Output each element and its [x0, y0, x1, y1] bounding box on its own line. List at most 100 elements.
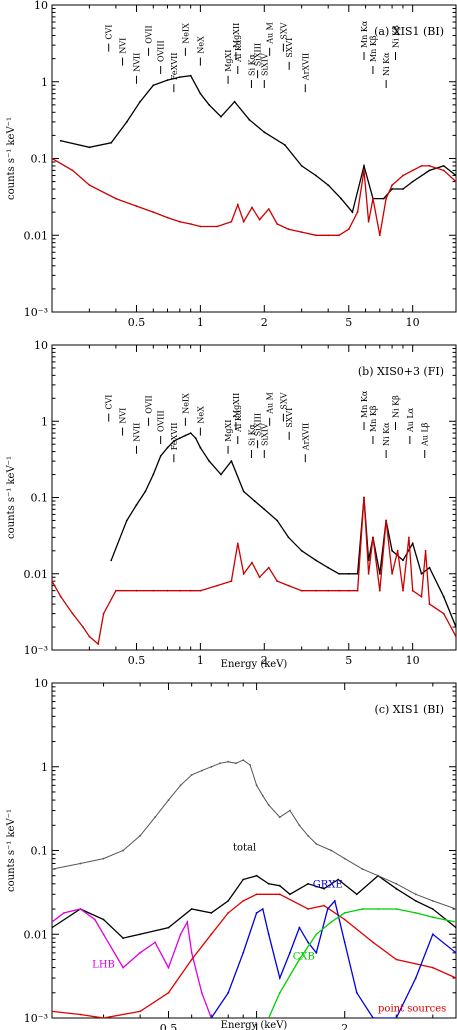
emission-line-label: NVI: [119, 38, 128, 54]
data-point: [378, 572, 381, 575]
data-point: [135, 589, 138, 592]
data-point: [278, 991, 281, 994]
x-tick-label: 1: [197, 316, 204, 329]
data-point: [391, 188, 393, 190]
data-point: [139, 951, 142, 954]
emission-line-label: Ni Kα: [382, 52, 391, 76]
data-point: [267, 1017, 270, 1018]
annotation-cxb: CXB: [293, 951, 315, 962]
data-point: [411, 169, 414, 172]
data-point: [356, 572, 359, 575]
y-tick-label: 0.01: [24, 229, 49, 242]
data-point: [278, 816, 281, 819]
emission-line-label: SiXIII: [254, 43, 263, 66]
series-line-1: [52, 497, 456, 646]
data-point: [88, 635, 91, 638]
data-point: [199, 225, 202, 228]
data-point: [210, 1017, 213, 1018]
data-point: [178, 76, 181, 78]
x-tick-label: 2: [261, 316, 268, 329]
emission-line-label: MgXII: [232, 23, 241, 48]
y-axis-label: counts s⁻¹ keV⁻¹: [6, 456, 17, 539]
data-point: [122, 966, 124, 969]
data-point: [298, 926, 301, 929]
data-point: [190, 908, 193, 910]
data-point: [289, 951, 291, 954]
data-point: [300, 165, 303, 167]
data-point: [315, 589, 317, 592]
data-point: [230, 220, 233, 223]
data-point: [184, 434, 187, 437]
data-point: [323, 887, 325, 890]
series-line-grxe: [210, 899, 456, 1018]
x-tick-label: 1: [197, 654, 204, 667]
data-point: [455, 174, 456, 177]
data-point: [356, 589, 359, 592]
data-point: [261, 794, 264, 797]
data-point: [242, 951, 245, 954]
emission-line-label: Mn Kβ: [369, 35, 378, 62]
data-point: [235, 762, 237, 765]
data-point: [330, 849, 333, 852]
plot-frame: [51, 344, 457, 651]
data-point: [189, 432, 192, 434]
data-point: [402, 559, 404, 562]
data-point: [263, 508, 266, 511]
emission-line-label: MgXI: [224, 420, 233, 442]
data-point: [414, 893, 417, 896]
data-point: [300, 549, 303, 552]
data-point: [52, 1010, 53, 1013]
x-axis-label: Energy (keV): [221, 1020, 288, 1030]
data-point: [220, 115, 222, 118]
data-point: [385, 519, 387, 522]
data-point: [154, 816, 157, 819]
data-point: [258, 218, 261, 221]
data-point: [102, 1017, 105, 1018]
data-point: [200, 769, 203, 772]
data-point: [391, 572, 393, 575]
data-point: [355, 991, 358, 994]
y-tick-label: 1: [41, 415, 48, 428]
data-point: [220, 473, 222, 476]
emission-line-label: OVIII: [157, 410, 166, 432]
data-point: [248, 118, 251, 121]
emission-line-label: NVII: [132, 423, 141, 442]
data-point: [230, 460, 233, 462]
data-point: [166, 589, 169, 592]
y-tick-label: 10: [34, 339, 48, 352]
y-tick-label: 0.1: [31, 845, 49, 858]
emission-line-label: FeXVII: [170, 53, 179, 81]
data-point: [267, 208, 270, 210]
emission-line-label: SXVI: [285, 408, 294, 428]
data-point: [431, 908, 434, 910]
data-point: [210, 765, 213, 768]
data-point: [424, 549, 427, 552]
data-point: [242, 220, 245, 223]
data-point: [167, 966, 170, 969]
data-point: [298, 824, 301, 827]
data-point: [194, 437, 197, 440]
data-point: [227, 760, 230, 763]
data-point: [347, 572, 350, 575]
data-point: [431, 916, 434, 919]
data-point: [255, 893, 258, 896]
emission-line-label: ArXVII: [301, 423, 310, 451]
data-point: [391, 184, 393, 187]
data-point: [300, 231, 303, 234]
data-point: [152, 589, 155, 592]
emission-line-label: OVII: [145, 395, 154, 414]
emission-line-label: Mn Kβ: [369, 405, 378, 432]
annotation-point-sources: point sources: [378, 1003, 446, 1014]
data-point: [315, 951, 318, 954]
data-point: [289, 893, 291, 896]
data-point: [372, 536, 374, 539]
data-point: [179, 784, 182, 787]
data-point: [278, 977, 281, 979]
data-point: [251, 206, 253, 209]
data-point: [167, 991, 170, 994]
emission-line-label: OVIII: [157, 40, 166, 62]
data-point: [261, 908, 264, 910]
data-point: [190, 774, 193, 776]
x-axis-label: Energy (keV): [221, 659, 288, 670]
data-point: [102, 918, 105, 921]
